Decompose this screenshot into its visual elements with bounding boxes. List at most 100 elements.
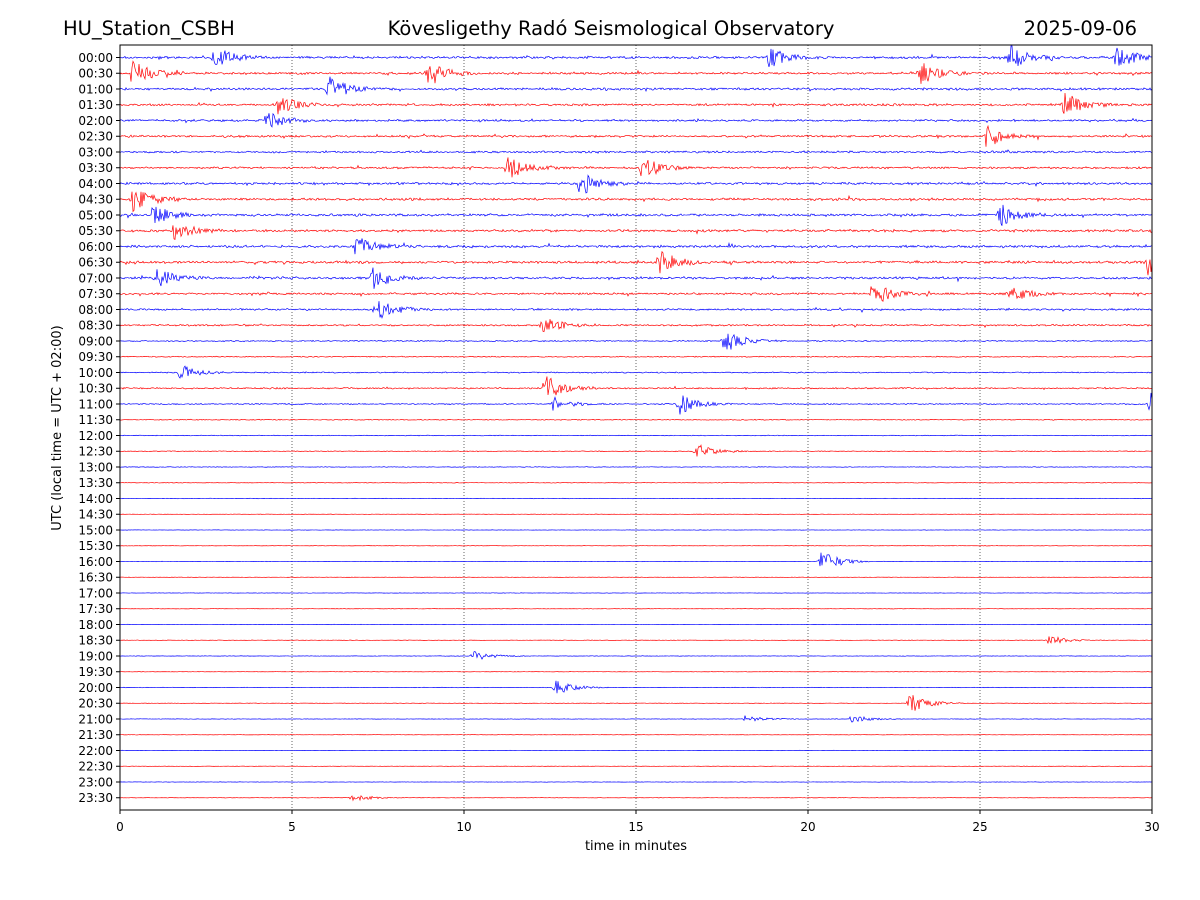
trace-1600 xyxy=(119,552,1153,567)
trace-2330 xyxy=(119,795,1153,802)
trace-2100 xyxy=(119,715,1153,723)
y-tick-label: 18:00 xyxy=(78,618,113,632)
date-label: 2025-09-06 xyxy=(1024,17,1137,40)
x-tick-label: 15 xyxy=(628,820,643,834)
trace-0530 xyxy=(119,225,1153,240)
y-tick-label: 03:30 xyxy=(78,161,113,175)
y-tick-label: 08:00 xyxy=(78,303,113,317)
y-tick-label: 07:30 xyxy=(78,287,113,301)
trace-0230 xyxy=(119,124,1153,147)
y-tick-label: 02:00 xyxy=(78,114,113,128)
x-tick-label: 10 xyxy=(456,820,471,834)
x-tick-label: 30 xyxy=(1144,820,1159,834)
x-tick-label: 5 xyxy=(288,820,296,834)
trace-0900 xyxy=(119,333,1153,350)
y-tick-label: 23:00 xyxy=(78,775,113,789)
trace-0830 xyxy=(119,319,1153,333)
y-tick-label: 13:00 xyxy=(78,460,113,474)
plot-frame xyxy=(119,44,1153,811)
y-tick-label: 14:00 xyxy=(78,492,113,506)
y-tick-label: 17:00 xyxy=(78,586,113,600)
y-tick-label: 06:30 xyxy=(78,256,113,270)
trace-0730 xyxy=(119,286,1153,302)
trace-2000 xyxy=(119,680,1153,694)
station-name: HU_Station_CSBH xyxy=(63,17,235,40)
chart-title: Kövesligethy Radó Seismological Observat… xyxy=(388,17,835,40)
y-tick-label: 12:30 xyxy=(78,445,113,459)
y-tick-label: 01:00 xyxy=(78,82,113,96)
y-tick-label: 02:30 xyxy=(78,130,113,144)
y-tick-label: 17:30 xyxy=(78,602,113,616)
y-tick-label: 09:00 xyxy=(78,334,113,348)
trace-1400 xyxy=(119,497,1153,500)
y-tick-label: 16:00 xyxy=(78,555,113,569)
y-tick-label: 08:30 xyxy=(78,319,113,333)
y-tick-label: 20:00 xyxy=(78,681,113,695)
trace-0700 xyxy=(119,267,1153,289)
trace-0800 xyxy=(119,301,1153,319)
trace-0500 xyxy=(119,204,1153,226)
y-tick-label: 14:30 xyxy=(78,508,113,522)
x-tick-label: 20 xyxy=(800,820,815,834)
y-tick-label: 22:00 xyxy=(78,744,113,758)
x-axis-ticks: 0 5 10 15 20 25 30 xyxy=(116,810,1160,834)
trace-1900 xyxy=(119,651,1153,660)
y-tick-label: 10:30 xyxy=(78,382,113,396)
seismogram-traces xyxy=(119,45,1153,802)
trace-0330 xyxy=(119,157,1153,178)
trace-2030 xyxy=(119,695,1153,711)
y-tick-label: 10:00 xyxy=(78,366,113,380)
trace-0000 xyxy=(119,45,1153,68)
y-tick-label: 13:30 xyxy=(78,476,113,490)
trace-0600 xyxy=(119,238,1153,255)
y-tick-label: 06:00 xyxy=(78,240,113,254)
y-tick-label: 11:00 xyxy=(78,397,113,411)
trace-0930 xyxy=(119,355,1153,358)
y-tick-label: 15:30 xyxy=(78,539,113,553)
trace-0630 xyxy=(119,250,1153,276)
x-tick-label: 0 xyxy=(116,820,124,834)
y-tick-label: 12:00 xyxy=(78,429,113,443)
y-tick-label: 15:00 xyxy=(78,523,113,537)
y-tick-label: 19:00 xyxy=(78,649,113,663)
trace-1000 xyxy=(119,365,1153,379)
y-axis-label: UTC (local time = UTC + 02:00) xyxy=(50,325,65,530)
y-tick-label: 05:30 xyxy=(78,224,113,238)
y-tick-label: 22:30 xyxy=(78,760,113,774)
trace-1830 xyxy=(119,636,1153,644)
y-tick-label: 11:30 xyxy=(78,413,113,427)
trace-0030 xyxy=(119,60,1153,84)
trace-1100 xyxy=(119,392,1153,415)
y-tick-label: 23:30 xyxy=(78,791,113,805)
trace-1130 xyxy=(119,418,1153,421)
y-tick-label: 01:30 xyxy=(78,98,113,112)
y-tick-label: 21:30 xyxy=(78,728,113,742)
trace-1030 xyxy=(119,376,1153,396)
y-tick-label: 16:30 xyxy=(78,571,113,585)
y-tick-label: 09:30 xyxy=(78,350,113,364)
trace-0100 xyxy=(119,76,1153,96)
trace-0200 xyxy=(119,112,1153,128)
trace-0400 xyxy=(119,174,1153,194)
y-tick-label: 21:00 xyxy=(78,712,113,726)
y-tick-label: 18:30 xyxy=(78,634,113,648)
x-axis-label: time in minutes xyxy=(585,839,687,854)
trace-0430 xyxy=(119,191,1153,213)
y-tick-label: 03:00 xyxy=(78,145,113,159)
y-tick-label: 07:00 xyxy=(78,271,113,285)
y-tick-label: 04:30 xyxy=(78,193,113,207)
y-tick-label: 00:00 xyxy=(78,51,113,65)
y-tick-label: 00:30 xyxy=(78,67,113,81)
y-tick-label: 19:30 xyxy=(78,665,113,679)
vertical-gridlines xyxy=(291,45,981,810)
x-tick-label: 25 xyxy=(972,820,987,834)
trace-1330 xyxy=(119,482,1153,484)
trace-1200 xyxy=(119,434,1153,437)
y-tick-label: 05:00 xyxy=(78,208,113,222)
trace-0300 xyxy=(119,149,1153,154)
y-tick-label: 20:30 xyxy=(78,697,113,711)
trace-1300 xyxy=(119,466,1153,468)
trace-0130 xyxy=(119,93,1153,115)
